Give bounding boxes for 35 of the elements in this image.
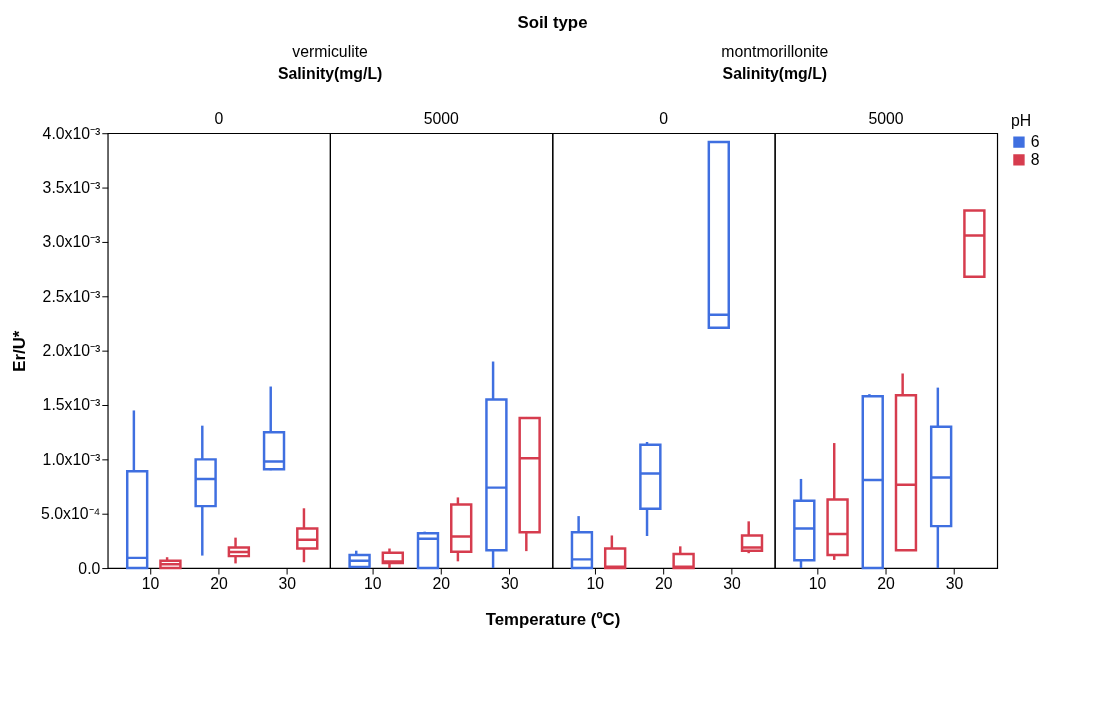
chart-subtitle: 5000 <box>423 110 460 128</box>
text: Salinity(mg/L) <box>722 64 828 82</box>
chart-subtitle: 0 <box>659 110 669 128</box>
x-tick-label: 10 <box>808 575 827 593</box>
y-tick-label: 3.5x10⁻³ <box>42 179 101 197</box>
x-tick-label: 10 <box>586 575 605 593</box>
x-tick-label: 30 <box>723 575 742 593</box>
y-axis-title: Er/U* <box>10 330 30 372</box>
x-tick-label: 30 <box>945 575 964 593</box>
legend-label: 6 <box>1030 133 1040 151</box>
chart-subtitle: 5000 <box>868 110 904 128</box>
x-tick-label: 20 <box>877 575 896 593</box>
y-tick-label: 1.5x10⁻³ <box>42 396 101 414</box>
x-tick-label: 20 <box>210 575 228 593</box>
x-tick-label: 10 <box>141 575 160 593</box>
text: Soil type <box>517 13 588 33</box>
x-tick-label: 30 <box>500 575 519 593</box>
x-tick-label: 20 <box>654 575 673 593</box>
x-tick-label: 20 <box>432 575 451 593</box>
text: vermiculite <box>292 43 369 61</box>
x-tick-label: 10 <box>364 575 382 593</box>
y-tick-label: 5.0x10⁻⁴ <box>41 505 101 523</box>
y-tick-label: 2.0x10⁻³ <box>42 342 101 360</box>
legend-title: pH <box>1011 112 1032 130</box>
y-tick-label: 2.5x10⁻³ <box>42 287 101 305</box>
chart-subtitle: 0 <box>214 110 224 128</box>
x-axis-title: Temperature (ºC) <box>485 609 621 629</box>
y-tick-label: 0.0 <box>78 559 101 577</box>
legend-label: 8 <box>1030 150 1040 168</box>
y-tick-label: 4.0x10⁻³ <box>42 124 101 142</box>
y-tick-label: 3.0x10⁻³ <box>42 233 101 251</box>
y-tick-label: 1.0x10⁻³ <box>42 450 101 468</box>
text: montmorillonite <box>721 43 829 61</box>
x-tick-label: 30 <box>278 575 297 593</box>
text: Salinity(mg/L) <box>277 64 383 82</box>
